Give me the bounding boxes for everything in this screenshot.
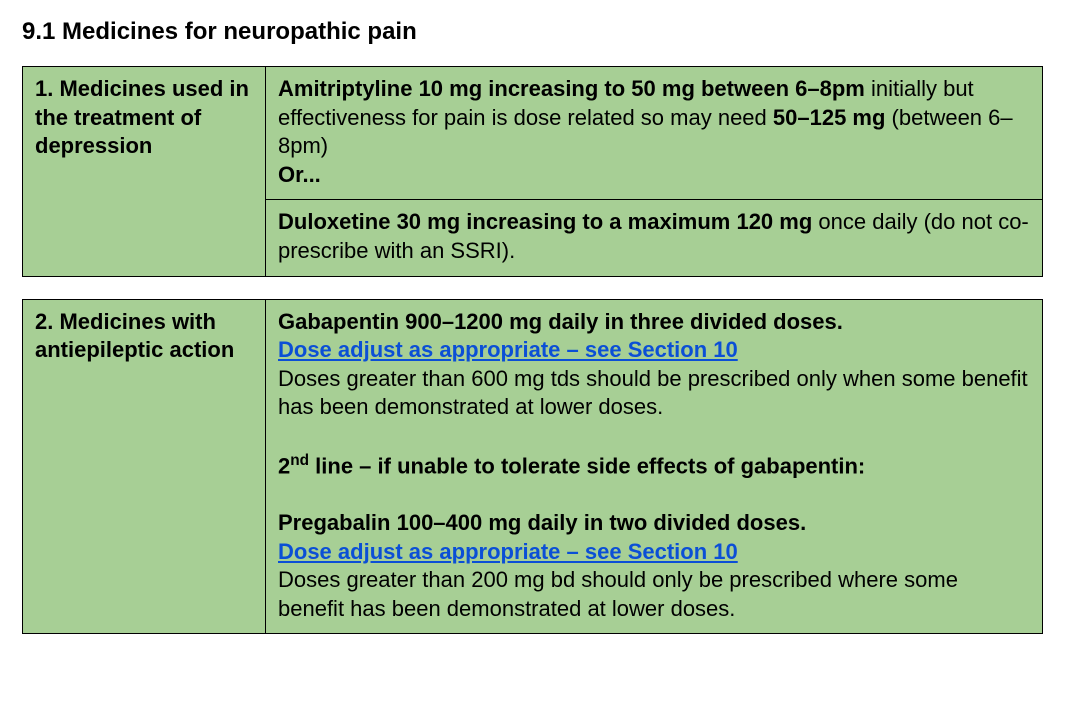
text-run: 50–125 mg — [773, 105, 886, 130]
table-row: 2. Medicines with antiepileptic action Ga… — [23, 299, 1043, 634]
text-run: Doses greater than 200 mg bd should only… — [278, 567, 958, 621]
medicine-content: Amitriptyline 10 mg increasing to 50 mg … — [266, 67, 1043, 200]
text-run: Pregabalin 100–400 mg daily in two divid… — [278, 510, 806, 535]
ordinal-suffix: nd — [290, 452, 309, 469]
text-run: 2 — [278, 453, 290, 478]
dose-adjust-link[interactable]: Dose adjust as appropriate – see Section… — [278, 337, 738, 362]
text-run: line – if unable to tolerate side effect… — [309, 453, 865, 478]
category-label: 1. Medicines used in the treatment of de… — [23, 67, 266, 277]
text-run: Doses greater than 600 mg tds should be … — [278, 366, 1028, 420]
medicine-table: 2. Medicines with antiepileptic action Ga… — [22, 299, 1043, 635]
text-run: Duloxetine 30 mg increasing to a maximum… — [278, 209, 812, 234]
text-run: Amitriptyline 10 mg increasing to 50 mg … — [278, 76, 865, 101]
text-run: Or... — [278, 162, 321, 187]
medicine-content: Gabapentin 900–1200 mg daily in three di… — [266, 299, 1043, 634]
dose-adjust-link[interactable]: Dose adjust as appropriate – see Section… — [278, 539, 738, 564]
section-heading: 9.1 Medicines for neuropathic pain — [22, 18, 1043, 46]
table-row: 1. Medicines used in the treatment of de… — [23, 67, 1043, 200]
category-label: 2. Medicines with antiepileptic action — [23, 299, 266, 634]
medicine-table: 1. Medicines used in the treatment of de… — [22, 66, 1043, 277]
medicine-content: Duloxetine 30 mg increasing to a maximum… — [266, 200, 1043, 276]
text-run: Gabapentin 900–1200 mg daily in three di… — [278, 309, 843, 334]
tables-container: 1. Medicines used in the treatment of de… — [22, 66, 1043, 634]
